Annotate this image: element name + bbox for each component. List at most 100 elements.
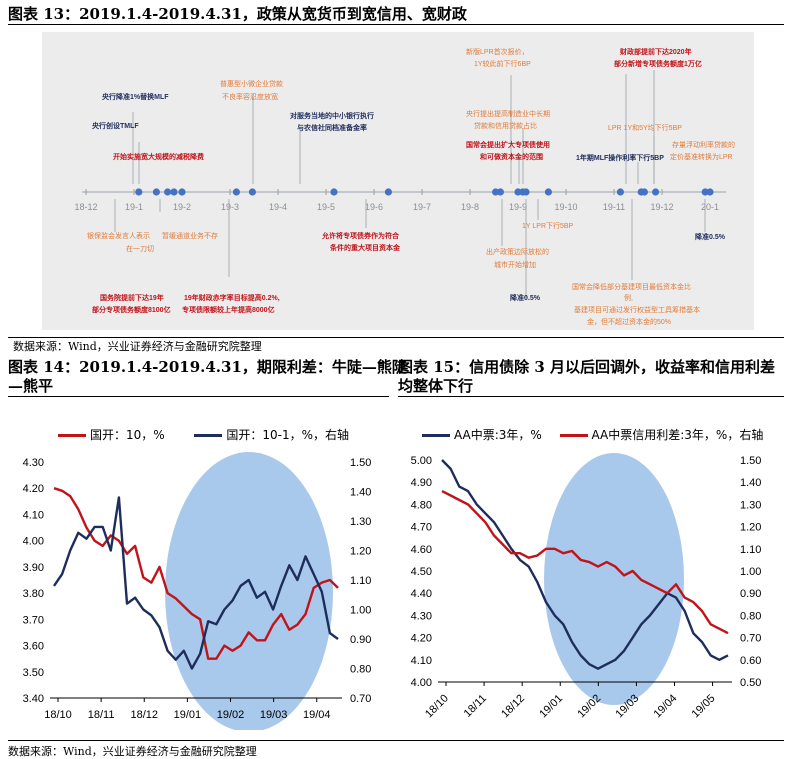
right-axis-tick-label: 1.10 (350, 575, 371, 587)
right-axis-tick-label: 0.90 (350, 634, 371, 646)
timeline-event-label: 基建项目可通过发行权益型工具筹措基本 (574, 305, 700, 314)
timeline-event-label: 1Y较此前下行6BP (474, 59, 531, 68)
timeline-tick-label: 19-11 (603, 202, 625, 212)
timeline-event-label: 在一刀切 (126, 244, 154, 253)
timeline-event-label: 开始实施宽大规模的减税降费 (113, 152, 204, 161)
timeline-tick-label: 19-7 (413, 202, 431, 212)
fig13-title: 图表 13：2019.1.4-2019.4.31，政策从宽货币到宽信用、宽财政 (8, 5, 467, 23)
timeline-event-dot (544, 188, 552, 196)
x-axis-tick-label: 19/03 (260, 709, 288, 721)
timeline-event-label: 部分新增专项债务额度1万亿 (614, 59, 702, 68)
left-axis-tick-label: 4.60 (411, 544, 432, 556)
fig15-title-line1: 图表 15：信用债除 3 月以后回调外，收益率和信用利差 (398, 358, 775, 376)
fig15-title-line2: 均整体下行 (398, 377, 474, 395)
term-spread-chart: 3.40 3.50 3.60 3.70 3.80 3.90 4.00 4.10 4.20 4.30… (23, 452, 371, 730)
series-line-1 (441, 490, 729, 635)
series-line-0 (53, 487, 339, 660)
timeline-event-label: 银保监会发言人表示 (87, 231, 150, 240)
right-axis-tick-label: 1.20 (740, 522, 761, 534)
timeline-tick-label: 19-4 (269, 202, 287, 212)
left-axis-tick-label: 4.00 (23, 536, 44, 548)
x-axis-tick-label: 19/01 (537, 692, 565, 720)
highlight-circle (165, 452, 333, 730)
timeline-event-dot (652, 188, 660, 196)
timeline-event-label: 新版LPR首次报价， (466, 47, 529, 56)
timeline-event-dot (152, 188, 160, 196)
timeline-event-dot (232, 188, 240, 196)
timeline-tick-label: 19-2 (173, 202, 191, 212)
timeline-event-label: 部分专项债务额度8100亿 (92, 305, 171, 314)
timeline-event-label: 存量浮动利率贷款的 (672, 140, 735, 149)
left-axis-tick-label: 4.70 (411, 522, 432, 534)
left-axis-tick-label: 4.20 (411, 633, 432, 645)
timeline-event-label: 普惠型小微企业贷款 (220, 79, 283, 88)
right-axis-tick-label: 0.60 (740, 655, 761, 667)
left-axis-tick-label: 3.60 (23, 641, 44, 653)
fig15-legend: AA中票:3年，% AA中票信用利差:3年，%，右轴 (422, 426, 763, 443)
timeline-event-dot (384, 188, 392, 196)
fig15-legend-item-0: AA中票:3年，% (422, 428, 542, 442)
timeline-event-label: 暂缓通道业务不存 (162, 231, 218, 240)
timeline-tick-label: 19-3 (221, 202, 239, 212)
timeline-panel (42, 32, 754, 330)
fig13-bottom-rule (8, 337, 784, 338)
timeline-event-label: 国常会提出扩大专项债使用 (466, 140, 550, 149)
right-axis-tick-label: 1.50 (350, 457, 371, 469)
left-axis-tick-label: 5.00 (411, 455, 432, 467)
timeline-event-label: 出产政策边际放松的 (486, 247, 549, 256)
right-axis-tick-label: 1.30 (350, 516, 371, 528)
right-axis-tick-label: 1.40 (350, 487, 371, 499)
timeline-event-label: 央行降准1%替换MLF (102, 92, 169, 101)
timeline-tick-label: 18-12 (74, 202, 97, 212)
x-axis-tick-label: 18/10 (423, 692, 451, 720)
timeline-tick-label: 19-5 (317, 202, 335, 212)
timeline-event-label: 央行创设TMLF (92, 121, 139, 130)
fig13-title-rule (8, 24, 784, 25)
timeline-event-dot (178, 188, 186, 196)
right-axis-tick-label: 0.50 (740, 677, 761, 689)
timeline-event-label: 降准0.5% (510, 293, 541, 302)
timeline-event-dot (616, 188, 625, 196)
timeline-event-dot (496, 188, 504, 196)
x-axis-tick-label: 18/11 (462, 692, 489, 719)
timeline-event-dot (164, 188, 172, 196)
fig15-legend-item-1: AA中票信用利差:3年，%，右轴 (559, 428, 763, 442)
timeline-event-label: 国常会降低部分基建项目最低资本金比 (572, 282, 691, 291)
right-axis-tick-label: 1.00 (350, 605, 371, 617)
x-axis-tick-label: 18/11 (88, 709, 115, 721)
timeline-tick-label: 20-1 (701, 202, 719, 212)
timeline-tick-label: 19-10 (554, 202, 577, 212)
timeline-event-label: 金，但不超过资本金的50% (587, 317, 671, 326)
series-line-1 (53, 496, 339, 670)
left-axis-tick-label: 4.40 (411, 588, 432, 600)
highlight-circle (544, 453, 684, 705)
policy-timeline-chart: 18-12 19-1 19-2 19-3 19-4 19-5 19-6 19-7 19-8 19-… (42, 32, 754, 330)
x-axis-tick-label: 19/04 (651, 692, 679, 720)
timeline-event-dot (640, 188, 649, 196)
timeline-event-label: 19年财政赤字率目标提高0.2%, (184, 293, 280, 302)
left-axis-tick-label: 4.30 (411, 610, 432, 622)
series-line-0 (441, 459, 729, 670)
right-axis-tick-label: 0.80 (740, 610, 761, 622)
left-axis-tick-label: 3.40 (23, 693, 44, 705)
left-axis-tick-label: 4.20 (23, 483, 44, 495)
timeline-event-label: 城市开始增加 (494, 260, 536, 269)
fig14-title-rule (8, 396, 389, 397)
right-axis-tick-label: 1.30 (740, 499, 761, 511)
right-axis-tick-label: 0.80 (350, 664, 371, 676)
timeline-tick-label: 19-6 (365, 202, 383, 212)
fig15-title-rule (398, 396, 784, 397)
timeline-event-dot (170, 188, 178, 196)
timeline-event-label: 对服务当地的中小银行执行 (290, 111, 374, 120)
x-axis-tick-label: 18/12 (499, 692, 527, 720)
timeline-event-label: 贷款和信用贷款占比 (474, 121, 537, 130)
timeline-tick-label: 19-8 (461, 202, 479, 212)
fig14-legend-item-1: 国开：10-1，%，右轴 (194, 428, 349, 442)
x-axis-tick-label: 19/02 (217, 709, 245, 721)
x-axis-tick-label: 19/05 (690, 692, 718, 720)
x-axis-tick-label: 18/10 (44, 709, 72, 721)
right-axis-tick-label: 0.70 (740, 633, 761, 645)
timeline-tick-label: 19-12 (650, 202, 673, 212)
credit-spread-chart: 4.00 4.10 4.20 4.30 4.40 4.50 4.60 4.70 4.80 4.90… (411, 453, 761, 720)
left-axis-tick-label: 4.30 (23, 457, 44, 469)
